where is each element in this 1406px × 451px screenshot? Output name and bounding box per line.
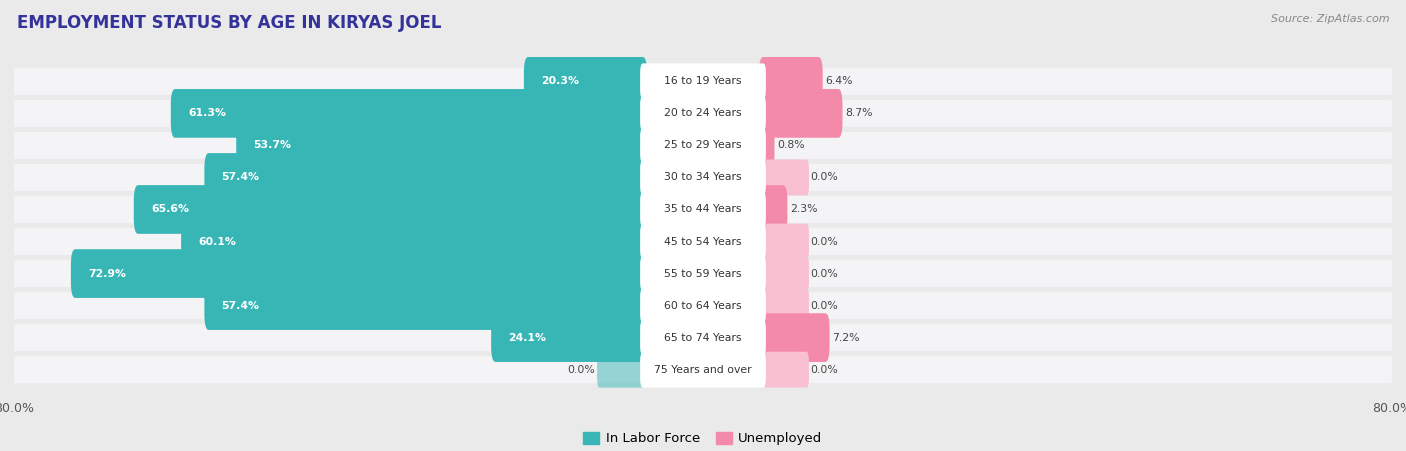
- Text: 75 Years and over: 75 Years and over: [654, 365, 752, 375]
- FancyBboxPatch shape: [181, 217, 647, 266]
- FancyBboxPatch shape: [14, 196, 1392, 223]
- FancyBboxPatch shape: [598, 352, 645, 387]
- FancyBboxPatch shape: [640, 128, 766, 163]
- Text: 0.0%: 0.0%: [568, 365, 595, 375]
- Text: 65.6%: 65.6%: [150, 204, 188, 215]
- FancyBboxPatch shape: [640, 352, 766, 387]
- Text: 0.8%: 0.8%: [778, 140, 804, 151]
- FancyBboxPatch shape: [640, 160, 766, 195]
- Text: 72.9%: 72.9%: [89, 268, 127, 279]
- Text: 25 to 29 Years: 25 to 29 Years: [664, 140, 742, 151]
- Text: 24.1%: 24.1%: [509, 333, 547, 343]
- FancyBboxPatch shape: [759, 121, 775, 170]
- FancyBboxPatch shape: [14, 356, 1392, 383]
- FancyBboxPatch shape: [759, 313, 830, 362]
- Text: 20 to 24 Years: 20 to 24 Years: [664, 108, 742, 118]
- FancyBboxPatch shape: [640, 288, 766, 323]
- FancyBboxPatch shape: [761, 224, 808, 259]
- FancyBboxPatch shape: [640, 192, 766, 227]
- FancyBboxPatch shape: [761, 352, 808, 387]
- Text: 0.0%: 0.0%: [811, 236, 838, 247]
- Text: 57.4%: 57.4%: [222, 300, 260, 311]
- Text: 45 to 54 Years: 45 to 54 Years: [664, 236, 742, 247]
- FancyBboxPatch shape: [14, 164, 1392, 191]
- Text: 60.1%: 60.1%: [198, 236, 236, 247]
- FancyBboxPatch shape: [14, 132, 1392, 159]
- FancyBboxPatch shape: [640, 256, 766, 291]
- FancyBboxPatch shape: [14, 228, 1392, 255]
- Text: 60 to 64 Years: 60 to 64 Years: [664, 300, 742, 311]
- Text: 2.3%: 2.3%: [790, 204, 817, 215]
- Text: 7.2%: 7.2%: [832, 333, 859, 343]
- Text: 8.7%: 8.7%: [845, 108, 873, 118]
- FancyBboxPatch shape: [170, 89, 647, 138]
- Text: 53.7%: 53.7%: [253, 140, 291, 151]
- Text: 0.0%: 0.0%: [811, 365, 838, 375]
- Text: 6.4%: 6.4%: [825, 76, 853, 86]
- FancyBboxPatch shape: [14, 324, 1392, 351]
- Text: 30 to 34 Years: 30 to 34 Years: [664, 172, 742, 183]
- FancyBboxPatch shape: [761, 288, 808, 323]
- FancyBboxPatch shape: [204, 153, 647, 202]
- FancyBboxPatch shape: [759, 89, 842, 138]
- Text: 61.3%: 61.3%: [188, 108, 226, 118]
- FancyBboxPatch shape: [204, 281, 647, 330]
- FancyBboxPatch shape: [761, 160, 808, 195]
- Text: 35 to 44 Years: 35 to 44 Years: [664, 204, 742, 215]
- Text: EMPLOYMENT STATUS BY AGE IN KIRYAS JOEL: EMPLOYMENT STATUS BY AGE IN KIRYAS JOEL: [17, 14, 441, 32]
- Text: 0.0%: 0.0%: [811, 172, 838, 183]
- Legend: In Labor Force, Unemployed: In Labor Force, Unemployed: [583, 432, 823, 445]
- FancyBboxPatch shape: [70, 249, 647, 298]
- Text: 0.0%: 0.0%: [811, 268, 838, 279]
- FancyBboxPatch shape: [759, 57, 823, 106]
- FancyBboxPatch shape: [640, 64, 766, 99]
- Text: 57.4%: 57.4%: [222, 172, 260, 183]
- Text: 55 to 59 Years: 55 to 59 Years: [664, 268, 742, 279]
- FancyBboxPatch shape: [759, 185, 787, 234]
- Text: 0.0%: 0.0%: [811, 300, 838, 311]
- FancyBboxPatch shape: [640, 320, 766, 355]
- FancyBboxPatch shape: [14, 68, 1392, 95]
- FancyBboxPatch shape: [14, 260, 1392, 287]
- FancyBboxPatch shape: [14, 100, 1392, 127]
- FancyBboxPatch shape: [524, 57, 647, 106]
- FancyBboxPatch shape: [761, 256, 808, 291]
- Text: Source: ZipAtlas.com: Source: ZipAtlas.com: [1271, 14, 1389, 23]
- Text: 20.3%: 20.3%: [541, 76, 579, 86]
- FancyBboxPatch shape: [491, 313, 647, 362]
- FancyBboxPatch shape: [640, 224, 766, 259]
- Text: 16 to 19 Years: 16 to 19 Years: [664, 76, 742, 86]
- FancyBboxPatch shape: [640, 96, 766, 131]
- FancyBboxPatch shape: [134, 185, 647, 234]
- Text: 65 to 74 Years: 65 to 74 Years: [664, 333, 742, 343]
- FancyBboxPatch shape: [236, 121, 647, 170]
- FancyBboxPatch shape: [14, 292, 1392, 319]
